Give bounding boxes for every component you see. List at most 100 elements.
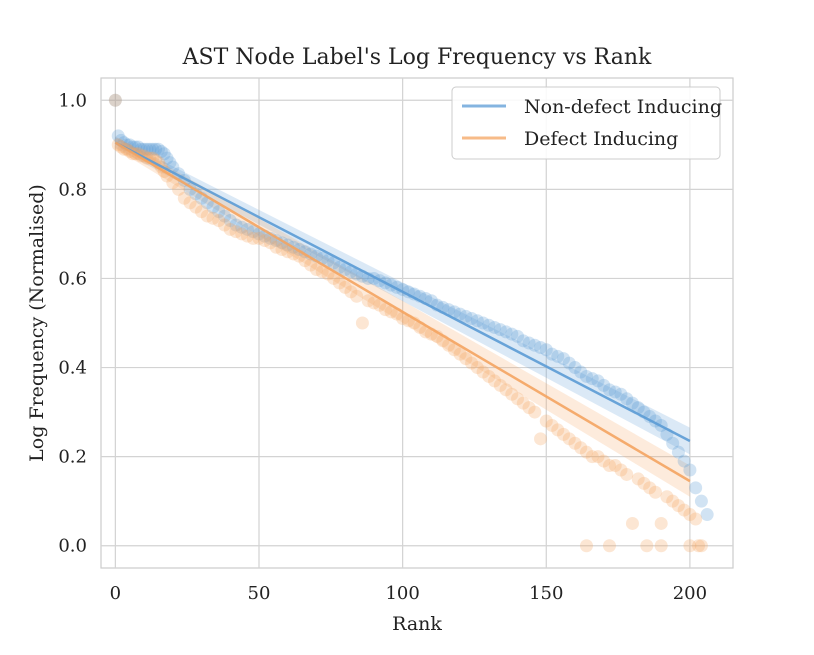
data-point <box>528 405 542 419</box>
data-point <box>488 374 502 388</box>
data-point <box>378 303 392 317</box>
data-point <box>654 539 668 553</box>
data-point <box>200 209 214 223</box>
data-point <box>281 245 295 259</box>
data-point <box>275 243 289 256</box>
data-point <box>545 418 559 432</box>
data-point <box>562 432 576 446</box>
data-point <box>235 220 249 234</box>
data-point <box>189 200 203 214</box>
data-point <box>172 182 186 196</box>
data-point <box>482 369 496 383</box>
data-point <box>195 205 209 219</box>
data-point <box>163 156 177 170</box>
data-point <box>689 481 703 495</box>
data-point <box>131 140 145 154</box>
data-point <box>246 225 260 239</box>
data-point <box>683 463 697 477</box>
data-point <box>218 209 232 223</box>
data-point <box>160 151 174 165</box>
data-point <box>269 234 283 248</box>
data-point <box>528 338 542 352</box>
data-point <box>361 294 375 308</box>
data-point <box>625 516 639 530</box>
x-tick-label-2: 100 <box>385 583 419 604</box>
data-point <box>671 445 685 459</box>
data-point <box>338 280 352 294</box>
data-point <box>246 231 260 245</box>
data-point <box>373 298 387 312</box>
data-point <box>677 503 691 517</box>
data-point <box>465 312 479 326</box>
x-tick-label-4: 200 <box>673 583 707 604</box>
data-point <box>602 383 616 397</box>
data-point <box>597 378 611 392</box>
data-point <box>511 392 525 406</box>
data-point <box>694 494 708 508</box>
y-tick-label-5: 1.0 <box>58 90 87 111</box>
data-point <box>206 211 220 225</box>
data-point <box>591 450 605 464</box>
data-point <box>516 334 530 348</box>
data-point <box>677 454 691 468</box>
data-point <box>140 142 154 156</box>
data-point <box>459 352 473 366</box>
data-point <box>562 356 576 370</box>
data-point <box>689 512 703 526</box>
data-point <box>574 365 588 379</box>
data-point <box>344 265 358 279</box>
data-point <box>476 316 490 330</box>
data-point <box>154 145 168 158</box>
data-point <box>534 341 548 354</box>
data-point <box>229 218 243 232</box>
data-point <box>157 147 171 161</box>
data-point <box>482 318 496 332</box>
data-point <box>327 256 341 270</box>
data-point <box>551 349 565 363</box>
regression-line-0 <box>114 141 691 443</box>
data-point <box>522 336 536 350</box>
data-point <box>488 320 502 334</box>
data-point <box>551 423 565 437</box>
data-point <box>683 508 697 522</box>
y-tick-label-1: 0.2 <box>58 447 87 468</box>
data-point <box>648 485 662 499</box>
data-point <box>493 378 507 392</box>
data-point <box>396 312 410 326</box>
y-tick-label-4: 0.8 <box>58 179 87 200</box>
x-axis-label: Rank <box>392 613 442 635</box>
data-point <box>608 459 622 473</box>
data-point <box>602 459 616 473</box>
data-point <box>585 450 599 464</box>
data-point <box>465 356 479 370</box>
data-point <box>671 499 685 513</box>
data-point <box>700 508 714 522</box>
data-point <box>355 316 369 330</box>
data-point <box>505 387 519 401</box>
data-point <box>134 142 148 156</box>
legend-label-0: Non-defect Inducing <box>524 96 722 118</box>
data-point <box>447 305 461 319</box>
data-point <box>177 191 191 205</box>
data-point <box>344 285 358 299</box>
data-point <box>304 258 318 272</box>
data-point <box>694 539 708 553</box>
data-point <box>470 314 484 328</box>
data-point <box>160 169 174 183</box>
data-point <box>401 285 415 299</box>
data-point <box>568 436 582 450</box>
data-point <box>692 539 706 553</box>
data-point <box>579 539 593 553</box>
data-point <box>654 516 668 530</box>
data-point <box>637 476 651 490</box>
data-point <box>235 227 249 241</box>
chart-title: AST Node Label's Log Frequency vs Rank <box>182 45 652 70</box>
data-point <box>620 392 634 406</box>
data-point <box>511 329 525 343</box>
data-point <box>585 372 599 386</box>
data-point <box>252 227 266 241</box>
data-point <box>212 205 226 219</box>
data-point <box>557 352 571 366</box>
data-point <box>499 325 513 339</box>
